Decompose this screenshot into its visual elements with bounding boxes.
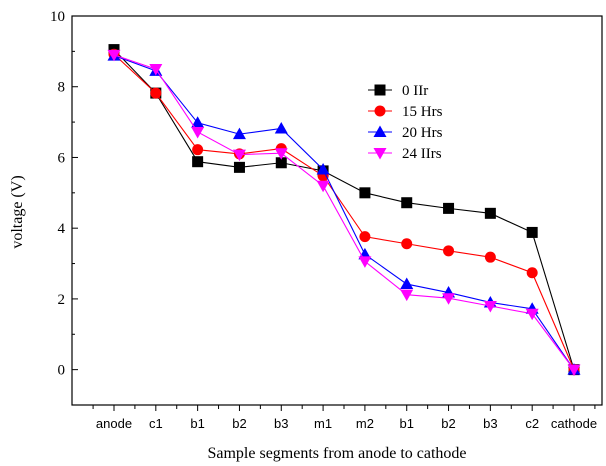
x-tick-label: b2: [441, 416, 455, 431]
y-tick-label: 4: [58, 221, 66, 237]
x-tick-label: b3: [274, 416, 288, 431]
series-1: [108, 44, 580, 376]
series-line: [113, 49, 575, 370]
y-tick-label: 6: [58, 150, 66, 166]
marker-square: [192, 156, 204, 168]
legend-label: 0 IIr: [402, 83, 428, 99]
x-axis-title: Sample segments from anode to cathode: [207, 445, 466, 462]
marker-triangle-up: [316, 162, 330, 175]
x-tick-label: b2: [232, 416, 246, 431]
marker-square: [359, 187, 371, 199]
marker-triangle-down: [358, 256, 372, 268]
marker-circle: [192, 144, 204, 156]
marker-triangle-up: [373, 125, 387, 137]
series-line: [113, 55, 575, 370]
axes: 0 2 4 6 8 10 anode c1 b1 b2 b3 m1 m2 b1 b2 b3 c2 cathode: [50, 9, 603, 431]
marker-triangle-down: [525, 308, 539, 321]
marker-triangle-down: [400, 289, 414, 302]
marker-circle: [401, 238, 413, 250]
x-tick-label: anode: [96, 416, 132, 431]
y-axis-title: voltage (V): [9, 175, 26, 248]
marker-square: [526, 226, 538, 238]
marker-triangle-up: [232, 127, 246, 140]
marker-triangle-down: [107, 49, 121, 62]
marker-square: [233, 161, 245, 173]
marker-triangle-up: [191, 116, 205, 128]
x-tick-label: c2: [525, 416, 539, 431]
marker-circle: [443, 245, 455, 257]
marker-square: [484, 207, 496, 219]
series-3: [107, 49, 581, 375]
series-4: [107, 49, 581, 377]
legend-label: 20 Hrs: [402, 125, 443, 141]
y-tick-label: 2: [58, 292, 66, 308]
marker-circle: [359, 231, 371, 243]
legend-item: 24 IIrs: [368, 146, 442, 162]
series-line: [113, 53, 575, 370]
y-tick-label: 0: [58, 363, 66, 379]
legend-item: 0 IIr: [368, 83, 428, 99]
marker-triangle-down: [483, 300, 497, 313]
marker-triangle-down: [442, 293, 456, 305]
x-tick-label: b1: [399, 416, 413, 431]
series-line: [113, 54, 575, 370]
marker-circle: [526, 267, 538, 279]
y-tick-label: 10: [50, 9, 65, 25]
marker-square: [443, 202, 455, 214]
marker-triangle-up: [400, 277, 414, 290]
marker-triangle-down: [191, 126, 205, 139]
marker-triangle-down: [373, 148, 387, 160]
x-tick-label: m1: [314, 416, 332, 431]
marker-triangle-down: [232, 149, 246, 162]
legend-label: 24 IIrs: [402, 146, 442, 162]
x-tick-label: b3: [483, 416, 497, 431]
marker-triangle-up: [274, 121, 288, 134]
x-tick-label: m2: [356, 416, 374, 431]
x-tick-label: cathode: [551, 416, 597, 431]
legend: 0 IIr 15 Hrs 20 Hrs 24 IIrs: [368, 83, 443, 162]
legend-item: 20 Hrs: [368, 125, 443, 141]
marker-circle: [150, 87, 162, 99]
legend-label: 15 Hrs: [402, 104, 443, 120]
marker-square: [401, 197, 413, 209]
series-layer: [107, 44, 581, 377]
legend-item: 15 Hrs: [368, 104, 443, 120]
marker-circle: [484, 251, 496, 263]
marker-triangle-down: [274, 148, 288, 160]
x-tick-label: b1: [190, 416, 204, 431]
marker-triangle-down: [316, 180, 330, 193]
marker-square: [374, 84, 386, 96]
marker-triangle-down: [149, 64, 163, 76]
x-tick-label: c1: [149, 416, 163, 431]
marker-square: [275, 157, 287, 169]
plot-frame: [71, 15, 603, 406]
marker-circle: [374, 105, 386, 117]
marker-triangle-down: [567, 364, 581, 377]
y-tick-label: 8: [58, 80, 66, 96]
